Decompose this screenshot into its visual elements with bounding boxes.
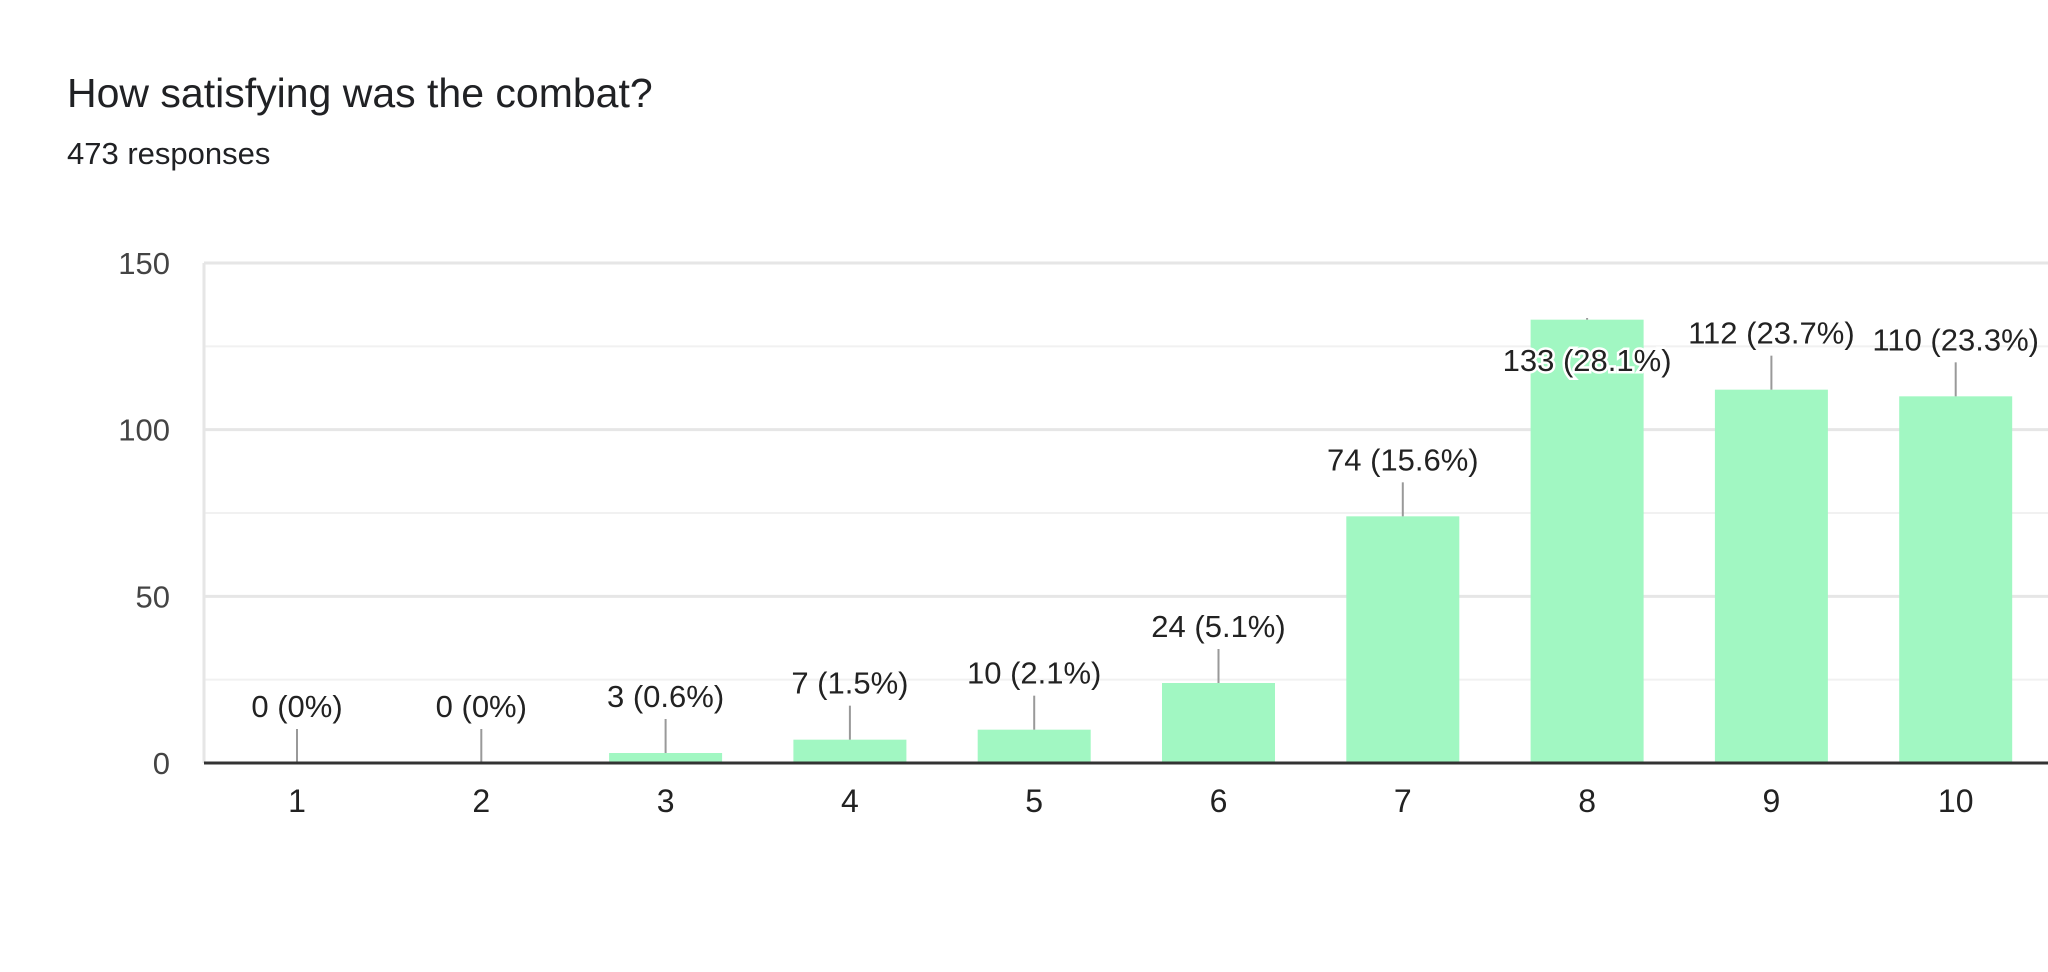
data-label: 3 (0.6%) [607, 679, 724, 714]
bar [793, 739, 907, 763]
data-label: 74 (15.6%) [1327, 442, 1479, 477]
x-tick-label: 6 [1210, 783, 1228, 819]
data-label: 110 (23.3%) [1872, 322, 2039, 357]
x-tick-label: 3 [657, 783, 675, 819]
bar [1162, 683, 1275, 763]
data-label: 7 (1.5%) [791, 666, 908, 701]
chart-title: How satisfying was the combat? [67, 70, 653, 116]
bar [1530, 319, 1644, 763]
bar [977, 729, 1091, 763]
data-label: 10 (2.1%) [967, 656, 1101, 691]
x-tick-label: 9 [1763, 783, 1781, 819]
bar [1899, 396, 2013, 763]
data-label: 24 (5.1%) [1151, 609, 1285, 644]
bar [1714, 389, 1828, 763]
data-label: 112 (23.7%) [1688, 316, 1855, 351]
y-tick-label: 50 [136, 579, 170, 614]
x-tick-label: 2 [472, 783, 490, 819]
data-label: 0 (0%) [251, 689, 342, 724]
response-count: 473 responses [67, 136, 271, 171]
x-tick-label: 10 [1938, 783, 1974, 819]
x-tick-label: 7 [1394, 783, 1412, 819]
data-label: 133 (28.1%) [1503, 343, 1672, 378]
y-tick-label: 100 [118, 413, 170, 448]
x-tick-label: 8 [1578, 783, 1596, 819]
y-tick-label: 0 [153, 746, 170, 781]
data-label: 0 (0%) [436, 689, 527, 724]
bar [1346, 516, 1460, 763]
x-tick-label: 4 [841, 783, 859, 819]
x-tick-label: 1 [288, 783, 306, 819]
bar [609, 753, 723, 763]
y-tick-label: 150 [118, 246, 170, 281]
x-tick-label: 5 [1025, 783, 1043, 819]
